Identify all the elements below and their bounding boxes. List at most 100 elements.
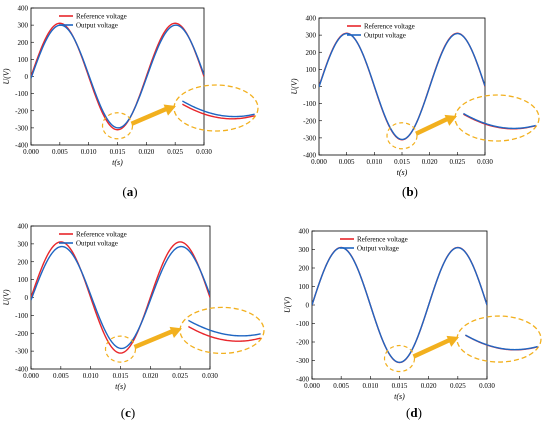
- x-tick-label: 0.020: [138, 148, 154, 156]
- y-tick-label: -100: [15, 312, 28, 320]
- y-tick-label: -300: [15, 124, 28, 132]
- x-tick-label: 0.015: [113, 372, 129, 380]
- x-tick-label: 0.010: [83, 372, 99, 380]
- y-tick-label: -100: [296, 320, 309, 328]
- chart-panel-d: 0.000 0.005 0.010 0.015 0.020 0.025 0.030 -400 -…: [283, 228, 542, 420]
- y-tick-label: 200: [299, 265, 310, 273]
- y-tick-label: 400: [18, 5, 29, 13]
- x-tick-label: 0.030: [477, 158, 493, 166]
- plot-area: [31, 22, 204, 131]
- x-tick-label: 0.025: [450, 382, 466, 390]
- x-tick-label: 0.000: [311, 158, 327, 166]
- y-tick-label: 0: [313, 83, 317, 91]
- zoom-arrow-shaft: [415, 116, 450, 136]
- x-axis-label: t(s): [112, 158, 123, 167]
- chart-panel-a: 0.000 0.005 0.010 0.015 0.020 0.025 0.030 -400 -…: [2, 5, 259, 199]
- plot-area: [319, 32, 485, 141]
- x-tick-label: 0.020: [421, 382, 437, 390]
- out-legend-label: Output voltage: [76, 240, 118, 248]
- ref-legend-label: Reference voltage: [364, 23, 415, 31]
- y-axis-label: U(V): [290, 78, 299, 94]
- y-tick-label: -200: [296, 339, 309, 347]
- y-tick-label: 300: [18, 240, 29, 248]
- x-tick-label: 0.005: [333, 382, 349, 390]
- reference-voltage-line: [31, 22, 204, 131]
- zoom-arrow-head: [446, 335, 459, 347]
- chart-panel-c: 0.000 0.005 0.010 0.015 0.020 0.025 0.030 -400 -…: [2, 223, 265, 420]
- ref-legend-label: Reference voltage: [357, 236, 408, 244]
- highlight-ellipse-zoom: [456, 315, 542, 363]
- highlight-ellipse-small: [386, 122, 418, 150]
- x-axis-label: t(s): [397, 168, 408, 177]
- plot-area: [31, 241, 210, 354]
- x-tick-label: 0.005: [52, 148, 68, 156]
- x-tick-label: 0.000: [23, 148, 39, 156]
- x-tick-label: 0.030: [196, 148, 212, 156]
- y-tick-label: -400: [15, 366, 28, 374]
- reference-voltage-line: [31, 241, 210, 354]
- x-axis-label: t(s): [115, 382, 126, 391]
- panel-caption: (b): [402, 184, 418, 199]
- zoom-arrow-head: [444, 114, 457, 126]
- y-tick-label: 400: [299, 228, 310, 236]
- y-tick-label: -300: [15, 348, 28, 356]
- reference-voltage-line: [319, 32, 485, 141]
- x-tick-label: 0.020: [142, 372, 158, 380]
- y-tick-label: 200: [18, 258, 29, 266]
- x-tick-label: 0.005: [339, 158, 355, 166]
- y-tick-label: 100: [306, 66, 317, 74]
- y-tick-label: -400: [303, 152, 316, 160]
- y-tick-label: 300: [18, 22, 29, 30]
- x-tick-label: 0.025: [449, 158, 465, 166]
- y-axis-label: U(V): [2, 289, 11, 305]
- panel-caption: (a): [122, 184, 137, 199]
- y-tick-label: 100: [18, 56, 29, 64]
- y-tick-label: -400: [296, 376, 309, 384]
- zoom-reference-voltage-line: [188, 325, 261, 342]
- y-tick-label: 200: [18, 39, 29, 47]
- x-tick-label: 0.030: [479, 382, 495, 390]
- y-tick-label: -100: [303, 100, 316, 108]
- y-axis-label: U(V): [283, 297, 292, 313]
- zoom-arrow-head: [169, 326, 182, 339]
- output-voltage-line: [31, 245, 210, 350]
- zoom-reference-voltage-line: [182, 103, 255, 120]
- x-tick-label: 0.010: [366, 158, 382, 166]
- y-tick-label: -300: [303, 134, 316, 142]
- highlight-ellipse-zoom: [179, 306, 265, 355]
- y-tick-label: 200: [306, 49, 317, 57]
- y-tick-label: -100: [15, 90, 28, 98]
- x-tick-label: 0.025: [167, 148, 183, 156]
- y-tick-label: 100: [299, 283, 310, 291]
- highlight-ellipse-small: [383, 344, 416, 373]
- zoom-output-voltage-line: [188, 319, 261, 337]
- plot-frame: [311, 230, 488, 380]
- x-tick-label: 0.015: [392, 382, 408, 390]
- y-tick-label: 400: [18, 223, 29, 231]
- x-tick-label: 0.005: [53, 372, 69, 380]
- x-tick-label: 0.000: [23, 372, 39, 380]
- zoom-output-voltage-line: [463, 112, 536, 130]
- out-legend-label: Output voltage: [364, 32, 406, 40]
- y-axis-label: U(V): [2, 68, 11, 84]
- y-tick-label: -200: [15, 330, 28, 338]
- zoom-arrow-head: [163, 104, 176, 116]
- y-tick-label: 400: [306, 15, 317, 23]
- ref-legend-label: Reference voltage: [76, 231, 127, 239]
- zoom-output-voltage-line: [182, 100, 255, 118]
- zoom-arrow-shaft: [412, 337, 452, 359]
- highlight-ellipse-small: [101, 112, 134, 140]
- panel-caption: (d): [406, 405, 422, 420]
- zoom-arrow-shaft: [130, 106, 169, 126]
- x-tick-label: 0.000: [304, 382, 320, 390]
- y-tick-label: -200: [15, 107, 28, 115]
- x-tick-label: 0.020: [422, 158, 438, 166]
- y-tick-label: 100: [18, 276, 29, 284]
- y-tick-label: 300: [299, 246, 310, 254]
- x-tick-label: 0.025: [172, 372, 188, 380]
- chart-panel-b: 0.000 0.005 0.010 0.015 0.020 0.025 0.030 -400 -…: [290, 15, 540, 199]
- x-tick-label: 0.010: [81, 148, 97, 156]
- highlight-ellipse-zoom: [454, 94, 540, 142]
- x-tick-label: 0.015: [394, 158, 410, 166]
